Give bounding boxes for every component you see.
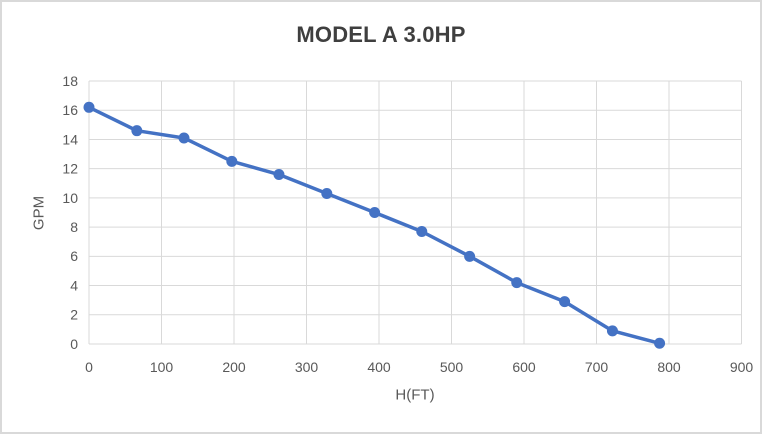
y-tick-label-10: 10 <box>62 190 78 206</box>
x-tick-label-0: 0 <box>85 359 93 375</box>
y-tick-label-4: 4 <box>70 277 78 293</box>
x-tick-label-800: 800 <box>657 359 681 375</box>
data-point-marker <box>131 125 143 137</box>
chart-title: MODEL A 3.0HP <box>296 22 466 47</box>
y-tick-label-14: 14 <box>62 131 78 147</box>
y-tick-label-8: 8 <box>70 219 78 235</box>
y-tick-label-16: 16 <box>62 102 78 118</box>
data-point-marker <box>511 277 523 289</box>
x-tick-label-700: 700 <box>585 359 609 375</box>
x-axis-title: H(FT) <box>395 386 435 404</box>
y-tick-label-6: 6 <box>70 248 78 264</box>
y-tick-label-12: 12 <box>62 161 78 177</box>
data-point-marker <box>369 207 381 218</box>
y-tick-label-2: 2 <box>70 307 78 323</box>
data-point-marker <box>559 296 571 308</box>
x-tick-label-900: 900 <box>730 359 754 375</box>
x-tick-label-400: 400 <box>367 359 391 375</box>
y-tick-label-0: 0 <box>70 336 78 352</box>
data-point-marker <box>654 337 666 349</box>
data-point-marker <box>464 250 476 262</box>
data-point-marker <box>416 225 428 237</box>
data-point-marker <box>606 325 618 337</box>
x-tick-label-100: 100 <box>150 359 174 375</box>
data-point-marker <box>321 188 333 200</box>
data-point-marker <box>273 169 285 181</box>
data-point-marker <box>178 132 190 144</box>
x-tick-label-300: 300 <box>295 359 319 375</box>
x-tick-label-500: 500 <box>440 359 464 375</box>
x-tick-label-200: 200 <box>222 359 246 375</box>
x-tick-label-600: 600 <box>512 359 536 375</box>
y-tick-label-18: 18 <box>62 73 78 89</box>
data-point-marker <box>226 155 238 167</box>
series-line <box>87 105 662 346</box>
data-point-marker <box>83 101 95 113</box>
